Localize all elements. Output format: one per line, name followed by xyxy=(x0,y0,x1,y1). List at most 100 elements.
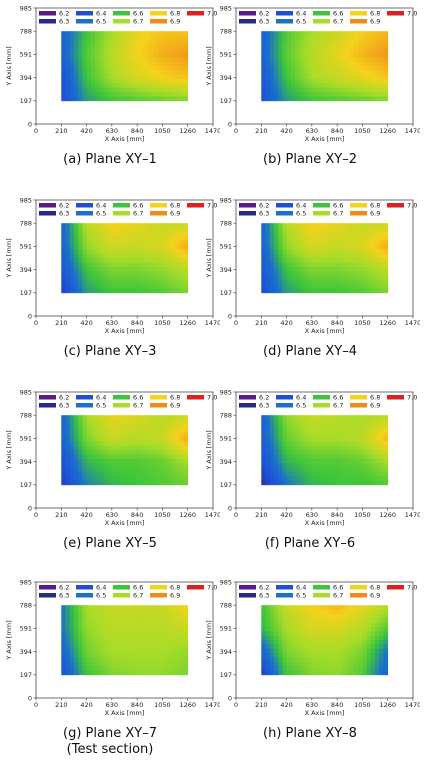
heatmap-cell xyxy=(316,609,321,615)
heatmap-cell xyxy=(273,231,279,237)
heatmap-cell xyxy=(290,48,296,54)
heatmap-cell xyxy=(162,653,167,658)
heatmap-cell xyxy=(132,35,138,41)
heatmap-cell xyxy=(132,288,138,294)
heatmap-cell xyxy=(337,463,342,468)
heatmap-cell xyxy=(73,244,79,250)
heatmap-cell xyxy=(273,670,279,676)
heatmap-cell xyxy=(166,74,172,80)
heatmap-cell xyxy=(61,92,66,97)
heatmap-cell xyxy=(82,436,87,442)
heatmap-cell xyxy=(124,622,130,628)
heatmap-cell xyxy=(299,31,304,36)
y-tick-label: 591 xyxy=(20,243,32,251)
heatmap-cell xyxy=(273,445,279,451)
heatmap-cell xyxy=(265,258,271,263)
heatmap-cell xyxy=(273,622,279,628)
heatmap-field xyxy=(61,605,189,676)
heatmap-cell xyxy=(341,66,346,71)
heatmap-cell xyxy=(158,31,163,36)
heatmap-cell xyxy=(320,262,325,268)
heatmap-cell xyxy=(379,253,384,259)
heatmap-cell xyxy=(128,613,134,619)
heatmap-cell xyxy=(316,648,321,654)
heatmap-cell xyxy=(273,441,279,446)
heatmap-cell xyxy=(175,661,180,667)
x-axis-title: X Axis [mm] xyxy=(305,519,345,527)
heatmap-cell xyxy=(303,288,308,294)
heatmap-cell xyxy=(65,35,71,41)
heatmap-cell xyxy=(354,44,359,49)
heatmap-cell xyxy=(341,258,346,263)
heatmap-cell xyxy=(120,288,125,294)
heatmap-cell xyxy=(358,640,363,645)
heatmap-cell xyxy=(179,70,184,76)
x-tick-label: 840 xyxy=(331,127,343,135)
heatmap-cell xyxy=(375,44,380,49)
heatmap-cell xyxy=(82,244,87,250)
heatmap-cell xyxy=(265,244,271,250)
heatmap-cell xyxy=(316,419,321,425)
heatmap-cell xyxy=(103,57,108,62)
heatmap-cell xyxy=(128,52,134,58)
heatmap-cell xyxy=(349,39,355,45)
heatmap-cell xyxy=(128,35,134,41)
heatmap-cell xyxy=(137,244,142,250)
heatmap-cell xyxy=(311,657,317,663)
heatmap-cell xyxy=(154,271,159,276)
heatmap-cell xyxy=(183,666,189,671)
heatmap-cell xyxy=(290,626,296,632)
x-tick-label: 840 xyxy=(331,511,343,519)
heatmap-cell xyxy=(299,240,304,246)
heatmap-cell xyxy=(128,476,134,481)
heatmap-cell xyxy=(295,231,300,237)
heatmap-cell xyxy=(269,52,275,58)
heatmap-cell xyxy=(299,419,304,425)
heatmap-cell xyxy=(278,66,283,71)
heatmap-cell xyxy=(95,445,100,451)
heatmap-cell xyxy=(179,244,184,250)
heatmap-cell xyxy=(149,423,155,429)
heatmap-cell xyxy=(316,423,321,429)
heatmap-cell xyxy=(307,635,313,641)
heatmap-cell xyxy=(383,622,389,628)
heatmap-cell xyxy=(337,661,342,667)
legend-swatch xyxy=(76,203,93,208)
heatmap-cell xyxy=(175,609,180,615)
heatmap-cell xyxy=(120,240,125,246)
heatmap-cell xyxy=(111,284,117,289)
heatmap-cell xyxy=(128,471,134,477)
heatmap-cell xyxy=(73,450,79,455)
heatmap-cell xyxy=(303,249,308,254)
heatmap-cell xyxy=(73,57,79,62)
heatmap-cell xyxy=(120,670,125,676)
heatmap-cell xyxy=(170,44,176,49)
heatmap-cell xyxy=(349,52,355,58)
heatmap-cell xyxy=(90,284,96,289)
heatmap-cell xyxy=(354,657,359,663)
heatmap-cell xyxy=(324,275,330,281)
heatmap-cell xyxy=(65,52,71,58)
heatmap-cell xyxy=(183,44,189,49)
heatmap-cell xyxy=(95,83,100,89)
x-tick-label: 630 xyxy=(106,511,118,519)
legend-swatch xyxy=(113,395,130,400)
heatmap-cell xyxy=(261,223,266,228)
heatmap-cell xyxy=(78,79,83,84)
heatmap-cell xyxy=(324,670,330,676)
heatmap-cell xyxy=(328,631,334,636)
heatmap-cell xyxy=(290,44,296,49)
heatmap-cell xyxy=(265,288,271,294)
heatmap-cell xyxy=(103,253,108,259)
heatmap-cell xyxy=(124,57,130,62)
heatmap-cell xyxy=(69,61,75,67)
heatmap-cell xyxy=(362,61,367,67)
heatmap-cell xyxy=(316,454,321,460)
heatmap-cell xyxy=(132,74,138,80)
heatmap-cell xyxy=(116,284,121,289)
heatmap-cell xyxy=(303,253,308,259)
heatmap-cell xyxy=(282,467,287,473)
heatmap-cell xyxy=(128,240,134,246)
heatmap-cell xyxy=(349,236,355,241)
heatmap-cell xyxy=(107,419,113,425)
